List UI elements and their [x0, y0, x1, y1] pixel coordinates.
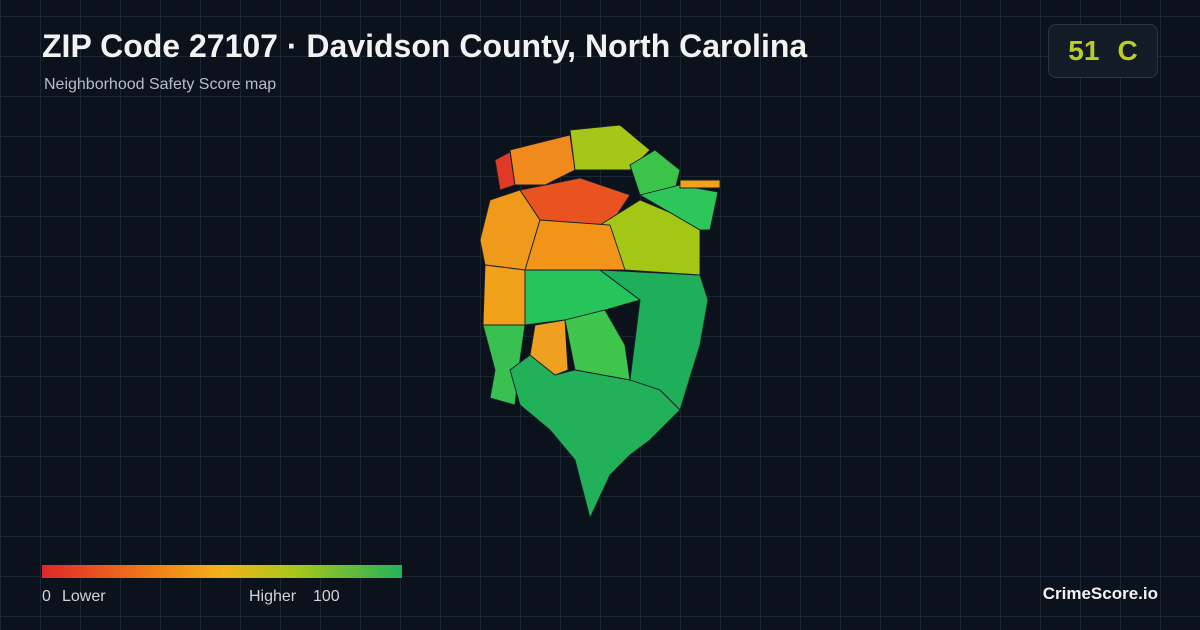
subtitle: Neighborhood Safety Score map	[44, 76, 277, 93]
zip-area	[479, 124, 721, 520]
title: ZIP Code 27107 · Davidson County, North …	[42, 28, 808, 64]
neighborhood	[679, 179, 721, 189]
neighborhood	[638, 184, 719, 231]
neighborhood	[524, 219, 626, 271]
score-badge: 51 C	[1048, 24, 1158, 78]
neighborhood	[482, 264, 526, 326]
legend-max: 100	[313, 588, 340, 605]
neighborhood	[509, 354, 681, 520]
neighborhood	[629, 149, 681, 196]
legend-min: 0	[42, 588, 51, 605]
grade: C	[1117, 35, 1138, 66]
score: 51	[1068, 35, 1100, 66]
neighborhood	[564, 309, 631, 381]
neighborhood	[509, 134, 576, 186]
brand: CrimeScore.io	[1042, 584, 1158, 603]
legend-min-label: Lower	[62, 588, 106, 605]
neighborhood	[529, 319, 569, 376]
legend-gradient	[42, 565, 402, 578]
legend-max-label: Higher	[249, 588, 297, 605]
